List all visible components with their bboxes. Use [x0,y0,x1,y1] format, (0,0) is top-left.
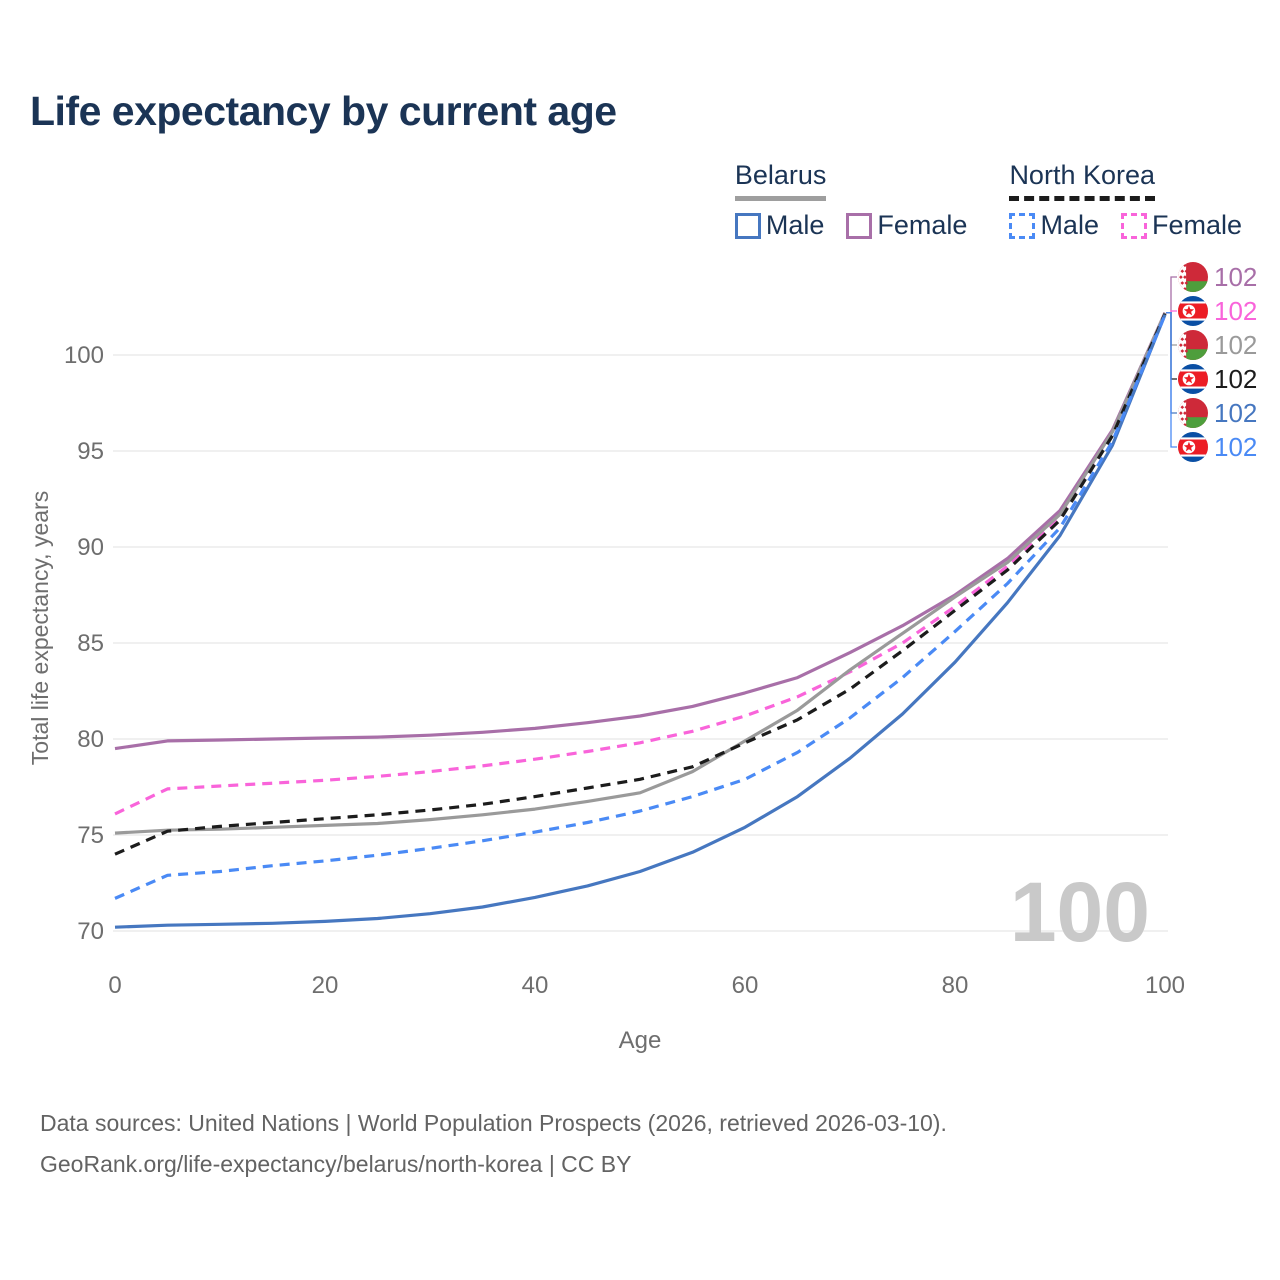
end-value-label: 102 [1214,330,1257,360]
north-korea-male-swatch-icon [1009,212,1036,239]
series-end-label-north-korea[interactable]: 102 [1178,364,1257,394]
x-tick-label: 60 [732,972,759,999]
legend-country-north-korea[interactable]: North Korea [1009,160,1156,201]
legend-item-north-korea-male[interactable]: Male [1009,210,1099,241]
x-tick-label: 40 [522,972,549,999]
belarus-flag-icon [1178,330,1208,360]
belarus-female-swatch-icon [846,212,873,239]
belarus-male-swatch-icon [734,212,761,239]
legend-item-label: Male [765,210,825,240]
y-tick-label: 95 [77,438,104,465]
legend-group-belarus: Belarus Male Female [734,160,967,241]
y-tick-label: 100 [64,342,104,369]
series-line-north-korea-male[interactable] [114,314,1167,900]
series-line-belarus[interactable] [114,312,1167,835]
end-label-leader-line [1166,276,1177,314]
belarus-flag-icon [1178,398,1208,428]
source-url-line: GeoRank.org/life-expectancy/belarus/nort… [40,1151,632,1177]
north-korea-flag-icon [1178,296,1208,326]
north-korea-flag-icon [1178,432,1208,462]
series-end-label-belarus-female[interactable]: 102 [1178,262,1257,292]
y-axis-title: Total life expectancy, years [27,491,53,765]
y-tick-label: 90 [77,534,104,561]
x-tick-label: 20 [312,972,339,999]
north-korea-flag-icon [1178,364,1208,394]
end-value-label: 102 [1214,364,1257,394]
legend-country-belarus[interactable]: Belarus [734,160,827,201]
y-tick-label: 85 [77,630,104,657]
x-tick-label: 100 [1145,972,1185,999]
page-title: Life expectancy by current age [30,88,617,134]
belarus-flag-icon [1178,262,1208,292]
series-line-belarus-male[interactable] [114,314,1167,929]
legend: Belarus Male Female North Korea Male [734,160,1242,241]
series-end-label-belarus-male[interactable]: 102 [1178,398,1257,428]
end-value-label: 102 [1214,296,1257,326]
end-value-label: 102 [1214,262,1257,292]
series-line-north-korea[interactable] [114,313,1167,856]
age-watermark: 100 [1010,865,1150,959]
series-end-label-north-korea-female[interactable]: 102 [1178,296,1257,326]
y-tick-label: 70 [77,918,104,945]
series-line-north-korea-female[interactable] [114,312,1167,816]
series-end-label-north-korea-male[interactable]: 102 [1178,432,1257,462]
end-value-label: 102 [1214,398,1257,428]
north-korea-female-swatch-icon [1120,212,1147,239]
legend-item-belarus-female[interactable]: Female [846,210,967,241]
x-tick-label: 0 [108,972,121,999]
x-axis-title: Age [619,1027,662,1054]
series-end-label-belarus[interactable]: 102 [1178,330,1257,360]
legend-item-label: Female [877,210,968,240]
legend-group-north-korea: North Korea Male Female [1009,160,1242,241]
series-line-belarus-female[interactable] [114,312,1167,751]
end-label-leader-line [1166,312,1177,448]
data-sources-line: Data sources: United Nations | World Pop… [40,1110,947,1136]
legend-item-label: Female [1151,210,1242,240]
legend-item-label: Male [1040,210,1099,240]
footer: Data sources: United Nations | World Pop… [40,1103,947,1185]
legend-item-north-korea-female[interactable]: Female [1120,210,1242,241]
x-tick-label: 80 [942,972,969,999]
y-tick-label: 75 [77,822,104,849]
y-tick-label: 80 [77,726,104,753]
end-value-label: 102 [1214,432,1257,462]
legend-item-belarus-male[interactable]: Male [734,210,825,241]
